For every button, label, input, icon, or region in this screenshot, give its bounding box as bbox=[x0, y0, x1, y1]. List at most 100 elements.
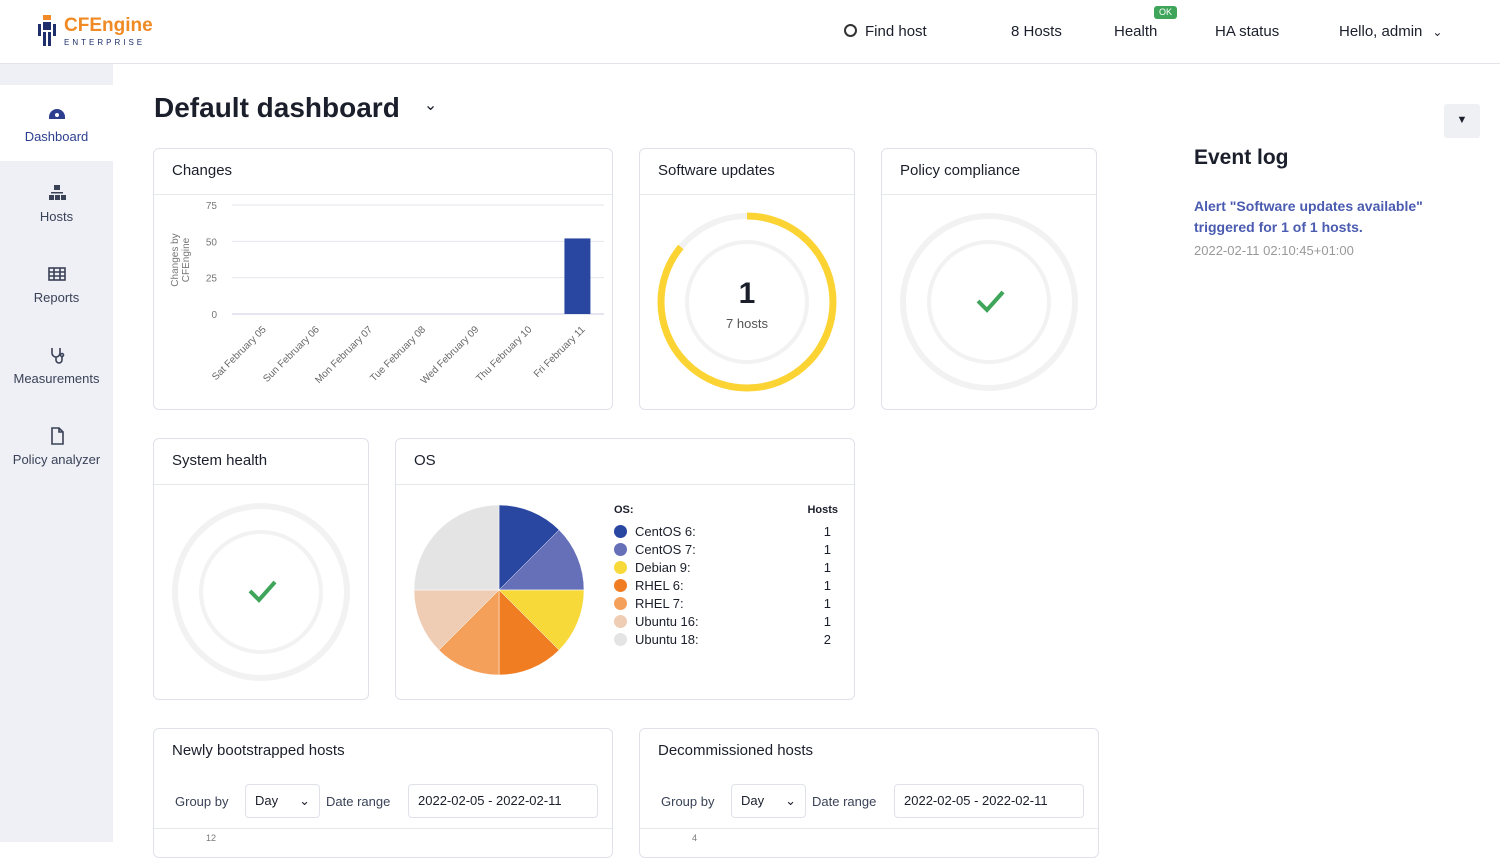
newly-bootstrapped-widget: Newly bootstrapped hosts Group by Day ⌄ D… bbox=[153, 728, 613, 858]
legend-item: Debian 9: 1 bbox=[614, 559, 839, 577]
legend-item: CentOS 6: 1 bbox=[614, 523, 839, 541]
legend-swatch bbox=[614, 633, 627, 646]
widget-title: System health bbox=[154, 439, 368, 485]
event-log-item-time: 2022-02-11 02:10:45+01:00 bbox=[1194, 243, 1354, 258]
group-by-select[interactable]: Day ⌄ bbox=[731, 784, 806, 818]
sidebar: Dashboard Hosts Reports Measurements Pol… bbox=[0, 64, 113, 842]
sidebar-item-label: Policy analyzer bbox=[12, 452, 101, 467]
pie-slice bbox=[498, 529, 585, 591]
software-updates-widget[interactable]: Software updates 1 7 hosts bbox=[639, 148, 855, 410]
system-health-widget[interactable]: System health bbox=[153, 438, 369, 700]
legend-value: 1 bbox=[823, 596, 831, 611]
event-log-title: Event log bbox=[1194, 146, 1289, 169]
search-icon bbox=[844, 24, 857, 37]
sidebar-item-hosts[interactable]: Hosts bbox=[0, 165, 113, 241]
date-range-label: Date range bbox=[326, 794, 391, 809]
table-icon bbox=[47, 267, 66, 281]
os-widget: OS OS: Hosts CentOS 6: 1 CentOS 7: 1 Debian … bbox=[395, 438, 855, 700]
sidebar-item-dashboard[interactable]: Dashboard bbox=[0, 85, 113, 161]
dashboard-icon bbox=[48, 109, 65, 119]
legend-swatch bbox=[614, 615, 627, 628]
sidebar-item-reports[interactable]: Reports bbox=[0, 246, 113, 322]
sidebar-item-label: Measurements bbox=[13, 371, 100, 386]
dashboard-menu-button[interactable]: ▼ bbox=[1444, 104, 1480, 138]
chevron-down-icon: ⌄ bbox=[299, 793, 310, 808]
event-log-item-link[interactable]: Alert "Software updates available" trigg… bbox=[1194, 198, 1423, 235]
group-by-label: Group by bbox=[661, 794, 715, 809]
pie-slice bbox=[498, 589, 560, 676]
decommissioned-widget: Decommissioned hosts Group by Day ⌄ Date … bbox=[639, 728, 1099, 858]
legend-item: RHEL 6: 1 bbox=[614, 577, 839, 595]
user-greeting: Hello, admin bbox=[1339, 23, 1423, 40]
widget-title: Software updates bbox=[640, 149, 854, 195]
group-by-value: Day bbox=[741, 793, 765, 808]
policy-compliance-widget[interactable]: Policy compliance bbox=[881, 148, 1097, 410]
legend-value: 1 bbox=[823, 614, 831, 629]
sidebar-item-policy-analyzer[interactable]: Policy analyzer bbox=[0, 408, 113, 484]
software-updates-gauge bbox=[657, 212, 837, 392]
find-host-label: Find host bbox=[865, 23, 927, 40]
group-by-label: Group by bbox=[175, 794, 229, 809]
y-tick-label: 25 bbox=[206, 274, 218, 285]
legend-label: RHEL 6: bbox=[635, 578, 684, 593]
hosts-icon bbox=[48, 185, 66, 200]
legend-label: CentOS 7: bbox=[635, 542, 696, 557]
pie-slice bbox=[413, 504, 500, 591]
page-title-bar: Default dashboard ⌄ bbox=[154, 92, 437, 124]
changes-widget: Changes 0 25 50 75 Changes byCFEngine Sat Feb… bbox=[153, 148, 613, 410]
y-axis-label: Changes byCFEngine bbox=[170, 233, 192, 286]
date-range-label: Date range bbox=[812, 794, 877, 809]
software-updates-hosts: 7 hosts bbox=[726, 316, 768, 331]
y-tick: 12 bbox=[206, 833, 217, 843]
legend-value: 1 bbox=[823, 578, 831, 593]
event-log: Event log Alert "Software updates availa… bbox=[1194, 145, 1464, 260]
legend-swatch bbox=[614, 561, 627, 574]
widget-title: Decommissioned hosts bbox=[658, 742, 814, 759]
y-tick-label: 50 bbox=[206, 237, 218, 248]
legend-swatch bbox=[614, 597, 627, 610]
legend-value: 1 bbox=[823, 524, 831, 539]
logo-icon bbox=[38, 15, 56, 46]
legend-value: 2 bbox=[823, 632, 831, 647]
stethoscope-icon bbox=[50, 348, 64, 364]
x-tick-label: Sat February 05 bbox=[210, 324, 269, 383]
bar bbox=[564, 238, 591, 314]
file-icon bbox=[50, 427, 64, 445]
y-tick-label: 0 bbox=[211, 310, 217, 321]
compliance-gauge bbox=[900, 213, 1078, 391]
legend-label: Ubuntu 18: bbox=[635, 632, 699, 647]
health-link[interactable]: Health bbox=[1114, 23, 1158, 40]
ha-status-link[interactable]: HA status bbox=[1215, 23, 1280, 40]
os-pie-chart bbox=[413, 504, 585, 676]
legend-item: CentOS 7: 1 bbox=[614, 541, 839, 559]
find-host-button[interactable]: Find host bbox=[844, 23, 927, 41]
dashboard-select-chevron-icon[interactable]: ⌄ bbox=[423, 97, 438, 114]
hosts-link[interactable]: 8 Hosts bbox=[1011, 23, 1062, 40]
x-tick-label: Mon February 07 bbox=[313, 324, 375, 386]
page-title: Default dashboard bbox=[154, 92, 400, 123]
pie-slice bbox=[438, 589, 500, 676]
x-tick-label: Tue February 08 bbox=[368, 324, 428, 384]
sidebar-item-measurements[interactable]: Measurements bbox=[0, 327, 113, 403]
widget-title: Newly bootstrapped hosts bbox=[172, 742, 345, 759]
software-updates-count: 1 bbox=[738, 277, 756, 310]
legend-label: CentOS 6: bbox=[635, 524, 696, 539]
widget-title: Changes bbox=[154, 149, 612, 195]
legend-swatch bbox=[614, 543, 627, 556]
health-status-badge: OK bbox=[1154, 6, 1178, 19]
caret-down-icon: ▼ bbox=[1456, 114, 1468, 126]
date-range-input[interactable]: 2022-02-05 - 2022-02-11 bbox=[408, 784, 598, 818]
legend-value: 1 bbox=[823, 542, 831, 557]
group-by-select[interactable]: Day ⌄ bbox=[245, 784, 320, 818]
group-by-value: Day bbox=[255, 793, 279, 808]
x-tick-label: Thu February 10 bbox=[474, 324, 534, 384]
cfengine-logo[interactable]: CFEngine ENTERPRISE bbox=[36, 14, 153, 48]
x-tick-label: Sun February 06 bbox=[261, 324, 322, 385]
pie-slice bbox=[498, 589, 585, 651]
check-icon bbox=[248, 580, 277, 603]
pie-slice bbox=[498, 504, 560, 591]
chevron-down-icon: ⌄ bbox=[785, 793, 796, 808]
user-menu[interactable]: Hello, admin ⌄ bbox=[1339, 23, 1442, 41]
os-legend-title: OS: bbox=[614, 504, 634, 516]
date-range-input[interactable]: 2022-02-05 - 2022-02-11 bbox=[894, 784, 1084, 818]
